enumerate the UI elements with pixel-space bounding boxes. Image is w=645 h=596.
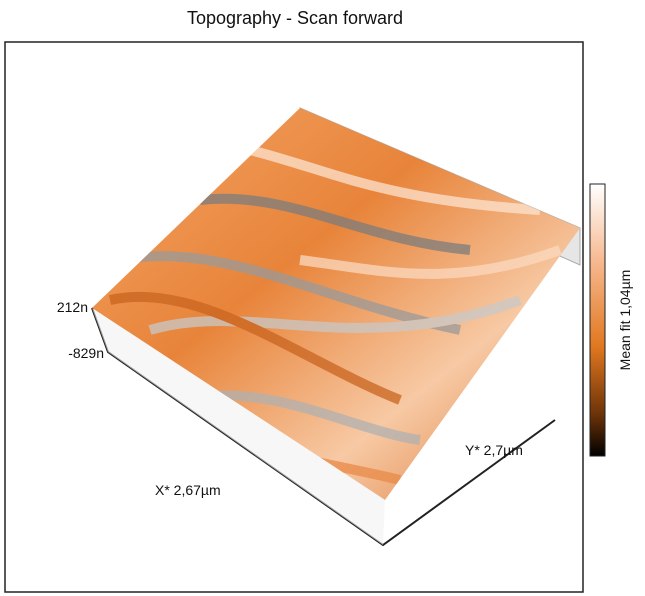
afm-view: Topography - Scan forward 212n -829n X* … xyxy=(0,0,645,596)
colorbar xyxy=(590,184,605,456)
x-axis-label: X* 2,67µm xyxy=(155,482,221,498)
y-axis-label: Y* 2,7µm xyxy=(465,442,523,458)
title: Topography - Scan forward xyxy=(187,8,403,28)
z-bottom-label: -829n xyxy=(68,345,104,361)
colorbar-label: Mean fit 1,04µm xyxy=(617,270,633,371)
z-top-label: 212n xyxy=(57,299,88,315)
